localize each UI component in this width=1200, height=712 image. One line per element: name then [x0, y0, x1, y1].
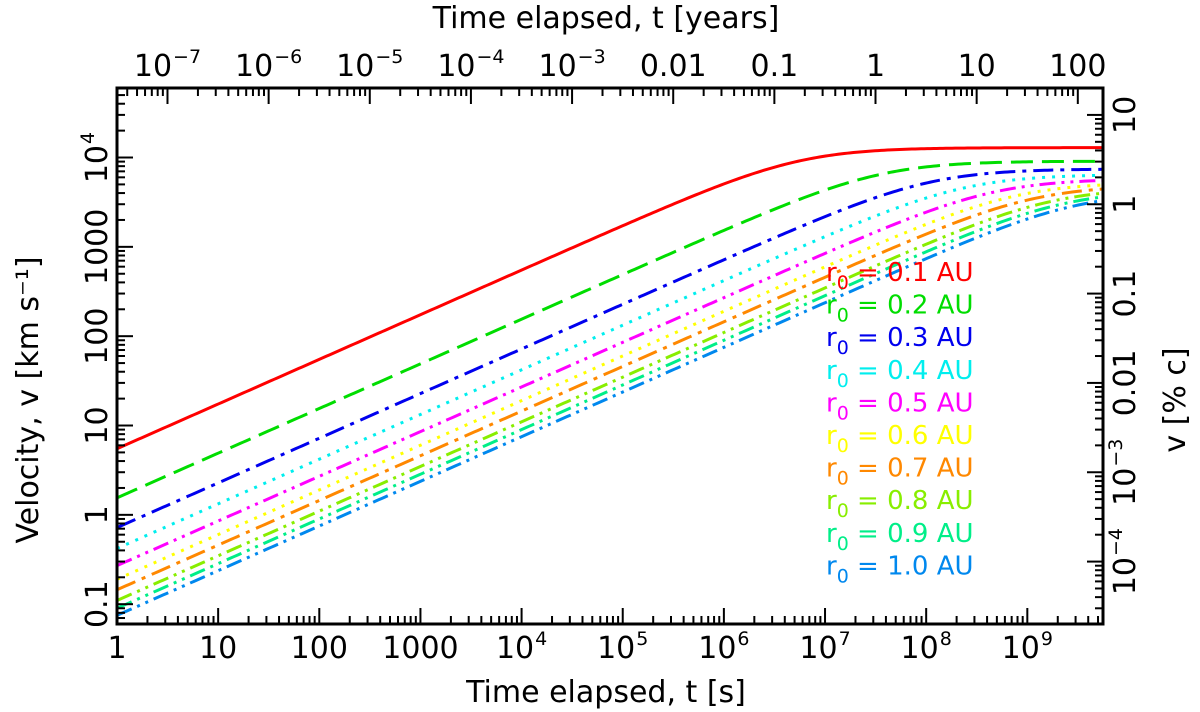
x2-tick-label: 0.1 — [751, 49, 799, 84]
x-tick-label: 10 — [199, 631, 237, 666]
series-line-2 — [116, 159, 1104, 500]
y2-tick-label: 10−4 — [1105, 528, 1143, 595]
series-line-3 — [116, 167, 1104, 529]
top-x-axis-title: Time elapsed, t [years] — [432, 1, 780, 36]
legend-entry: r0 = 1.0 AU — [826, 551, 974, 587]
tick-label-layer: 1 10 100 1000 104 105 106 107 108 1090.1110100100… — [77, 46, 1143, 666]
x2-tick-label: 10−7 — [134, 46, 201, 84]
y2-tick-label: 0.1 — [1108, 270, 1143, 318]
y-tick-label: 0.1 — [80, 580, 115, 628]
x2-tick-label: 10−6 — [235, 46, 302, 84]
x-tick-label: 106 — [698, 628, 749, 666]
x2-tick-label: 100 — [1049, 49, 1106, 84]
series-line-7 — [116, 187, 1104, 592]
x2-tick-label: 10−3 — [538, 46, 605, 84]
legend-entry: r0 = 0.7 AU — [826, 454, 974, 490]
legend-entry: r0 = 0.1 AU — [826, 258, 974, 294]
legend-entry: r0 = 0.9 AU — [826, 519, 974, 555]
y-tick-label: 1 — [80, 505, 115, 524]
y2-tick-label: 10−3 — [1105, 439, 1143, 506]
x2-tick-label: 10−5 — [336, 46, 403, 84]
y2-tick-label: 1 — [1108, 195, 1143, 214]
x-axis-title: Time elapsed, t [s] — [465, 675, 746, 710]
legend-entry: r0 = 0.4 AU — [826, 356, 974, 392]
series-layer — [116, 146, 1104, 617]
x-tick-label: 108 — [901, 628, 952, 666]
y-tick-label: 100 — [80, 308, 115, 365]
x-tick-label: 105 — [597, 628, 648, 666]
x-tick-label: 1000 — [382, 631, 458, 666]
x-tick-label: 104 — [496, 628, 547, 666]
right-y-axis-title: v [% c] — [1158, 347, 1193, 452]
legend-entry: r0 = 0.2 AU — [826, 291, 974, 327]
plot-frame — [115, 86, 1105, 626]
x2-tick-label: 10−4 — [437, 46, 504, 84]
x-tick-label: 109 — [1002, 628, 1053, 666]
x2-tick-label: 10 — [958, 49, 996, 84]
x2-tick-label: 1 — [866, 49, 885, 84]
x-tick-label: 100 — [291, 631, 348, 666]
legend-entry: r0 = 0.5 AU — [826, 388, 974, 424]
x-tick-label: 1 — [107, 631, 126, 666]
legend-entry: r0 = 0.6 AU — [826, 421, 974, 457]
y-tick-label: 1000 — [80, 209, 115, 285]
y2-tick-label: 0.01 — [1108, 350, 1143, 417]
x-tick-label: 107 — [799, 628, 850, 666]
legend-entry: r0 = 0.8 AU — [826, 486, 974, 522]
y-axis-title: Velocity, v [km s⁻¹] — [11, 256, 46, 543]
y2-tick-label: 10 — [1108, 96, 1143, 134]
legend-entry: r0 = 0.3 AU — [826, 323, 974, 359]
y-tick-label: 104 — [77, 132, 115, 183]
y-tick-label: 10 — [80, 406, 115, 444]
series-line-1 — [116, 146, 1104, 451]
x2-tick-label: 0.01 — [640, 49, 707, 84]
